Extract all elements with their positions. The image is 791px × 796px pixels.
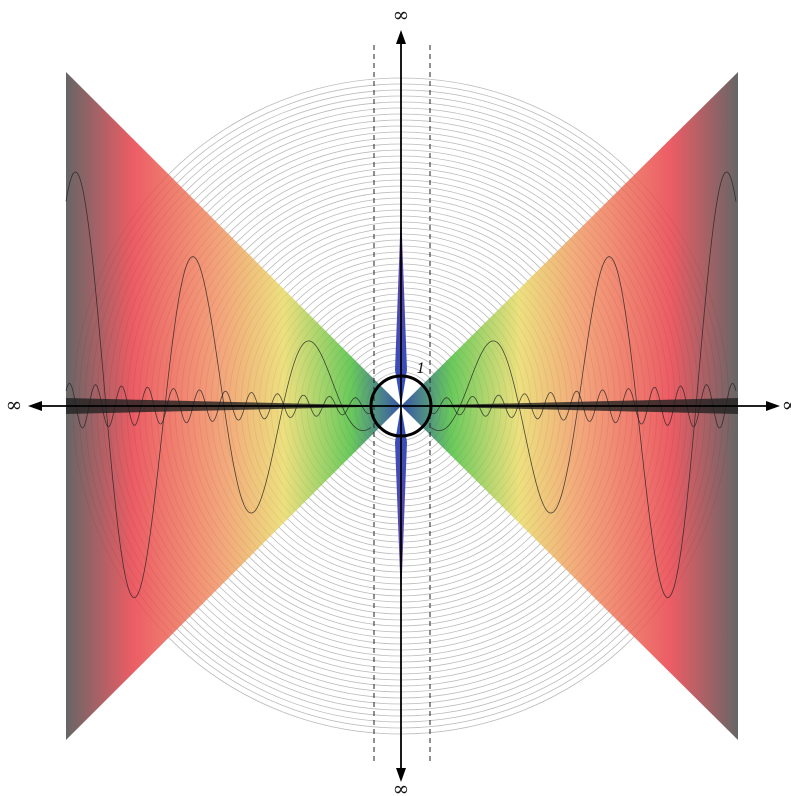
arrow-left <box>28 401 42 411</box>
top-label: ∞ <box>393 3 410 27</box>
arrow-up <box>396 30 406 44</box>
arrow-right <box>766 401 780 411</box>
unit-label: 1 <box>417 361 426 377</box>
diagram: ∞ ∞ ∞ ∞ 1 <box>0 0 791 796</box>
left-label: ∞ <box>6 393 23 417</box>
bottom-label: ∞ <box>393 777 410 796</box>
right-label: ∞ <box>782 393 791 417</box>
